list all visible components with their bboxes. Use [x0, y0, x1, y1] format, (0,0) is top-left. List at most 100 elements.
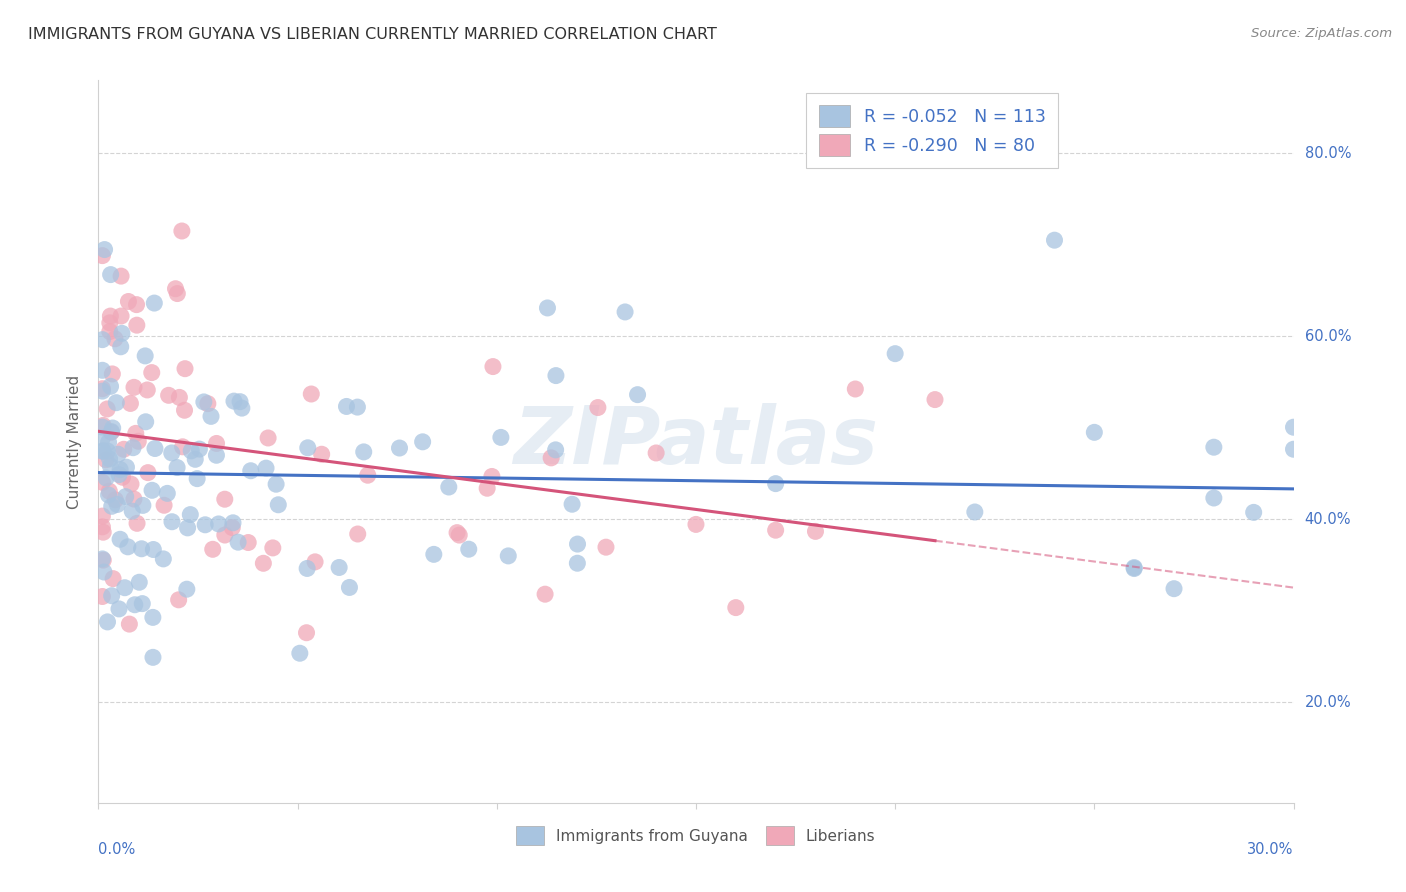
Point — [1282, 442, 1305, 457]
Point — [214, 528, 236, 542]
Point — [91, 382, 114, 396]
Point — [335, 400, 357, 414]
Point — [297, 441, 319, 455]
Point — [124, 598, 146, 612]
Point — [254, 461, 277, 475]
Point — [101, 367, 124, 381]
Point — [110, 340, 132, 354]
Point — [238, 535, 260, 549]
Point — [93, 565, 115, 579]
Point — [91, 525, 114, 540]
Point — [446, 525, 468, 540]
Point — [1243, 505, 1265, 519]
Point — [125, 426, 148, 441]
Point — [142, 650, 165, 665]
Point — [173, 403, 195, 417]
Point — [121, 504, 143, 518]
Point — [205, 448, 228, 462]
Point — [184, 452, 207, 467]
Text: 80.0%: 80.0% — [1305, 146, 1351, 161]
Point — [152, 552, 174, 566]
Point — [357, 468, 380, 483]
Point — [544, 368, 567, 383]
Point — [91, 444, 114, 458]
Point — [765, 523, 787, 537]
Point — [141, 366, 163, 380]
Point — [111, 326, 134, 341]
Point — [205, 436, 228, 450]
Point — [107, 447, 129, 461]
Point — [143, 296, 166, 310]
Point — [91, 333, 114, 347]
Point — [166, 286, 188, 301]
Point — [96, 401, 118, 416]
Point — [131, 541, 153, 556]
Point — [91, 431, 114, 445]
Point — [174, 361, 197, 376]
Point — [200, 409, 222, 424]
Point — [299, 387, 322, 401]
Point — [91, 590, 114, 604]
Point — [122, 441, 145, 455]
Y-axis label: Currently Married: Currently Married — [67, 375, 83, 508]
Point — [120, 477, 142, 491]
Legend: Immigrants from Guyana, Liberians: Immigrants from Guyana, Liberians — [509, 818, 883, 853]
Point — [108, 467, 131, 482]
Point — [188, 442, 211, 456]
Point — [295, 561, 318, 575]
Point — [122, 380, 145, 394]
Point — [304, 555, 326, 569]
Point — [101, 421, 124, 435]
Point — [100, 425, 122, 440]
Text: 40.0%: 40.0% — [1305, 512, 1351, 527]
Text: 0.0%: 0.0% — [98, 842, 135, 856]
Point — [614, 305, 637, 319]
Point — [127, 434, 149, 449]
Point — [264, 477, 287, 491]
Point — [482, 359, 505, 374]
Point — [91, 553, 114, 567]
Point — [98, 325, 121, 339]
Point — [98, 452, 121, 467]
Point — [122, 491, 145, 506]
Point — [110, 269, 132, 284]
Point — [101, 572, 124, 586]
Point — [924, 392, 946, 407]
Point — [96, 471, 118, 485]
Point — [91, 384, 114, 398]
Point — [475, 481, 498, 495]
Point — [132, 499, 155, 513]
Point — [884, 346, 907, 360]
Point — [108, 602, 131, 616]
Point — [288, 646, 311, 660]
Point — [194, 517, 217, 532]
Point — [1282, 420, 1305, 434]
Point — [481, 469, 503, 483]
Point — [91, 520, 114, 534]
Point — [142, 610, 165, 624]
Point — [498, 549, 520, 563]
Point — [489, 430, 512, 444]
Point — [97, 488, 120, 502]
Point — [197, 397, 219, 411]
Point — [437, 480, 460, 494]
Point — [104, 332, 127, 346]
Point — [207, 516, 229, 531]
Point — [1083, 425, 1105, 440]
Point — [108, 462, 131, 476]
Point — [97, 435, 120, 450]
Point — [100, 589, 122, 603]
Point — [567, 537, 589, 551]
Point — [131, 597, 153, 611]
Point — [125, 516, 148, 531]
Point — [685, 517, 707, 532]
Text: IMMIGRANTS FROM GUYANA VS LIBERIAN CURRENTLY MARRIED CORRELATION CHART: IMMIGRANTS FROM GUYANA VS LIBERIAN CURRE… — [28, 27, 717, 42]
Point — [111, 470, 134, 484]
Point — [105, 395, 128, 409]
Point — [117, 294, 139, 309]
Text: ZIPatlas: ZIPatlas — [513, 402, 879, 481]
Point — [112, 442, 135, 457]
Point — [100, 379, 122, 393]
Point — [353, 445, 375, 459]
Point — [449, 528, 471, 542]
